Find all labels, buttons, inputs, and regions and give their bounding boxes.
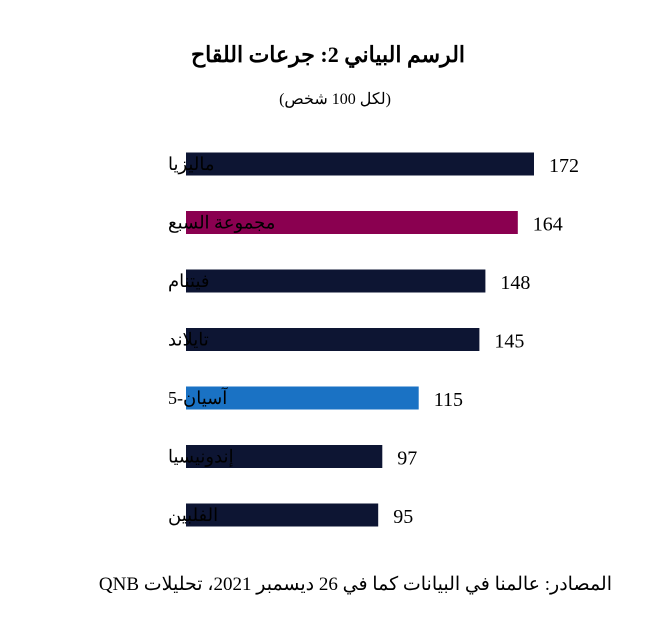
category-label: ماليزيا xyxy=(168,154,214,175)
chart-title: الرسم البياني 2: جرعات اللقاح xyxy=(191,42,465,68)
bar xyxy=(186,269,486,293)
bars-group: ماليزيا 172 مجموعة السبع 164 فيتنام 148 تايلان… xyxy=(168,152,579,528)
category-label: الفلبين xyxy=(168,505,218,526)
category-label: مجموعة السبع xyxy=(168,213,275,234)
bar xyxy=(186,386,419,410)
category-label: آسيان-5 xyxy=(168,387,228,408)
value-label: 164 xyxy=(533,214,563,236)
category-label: تايلاند xyxy=(168,330,209,350)
bar xyxy=(186,503,379,527)
bar xyxy=(186,445,383,468)
bar xyxy=(186,211,518,234)
value-label: 148 xyxy=(500,272,530,294)
value-label: 115 xyxy=(434,389,463,411)
bar xyxy=(186,328,480,351)
value-label: 95 xyxy=(393,506,413,528)
bar xyxy=(186,152,534,176)
chart-subtitle: (لكل 100 شخص) xyxy=(279,91,391,108)
category-label: فيتنام xyxy=(168,271,210,292)
value-label: 172 xyxy=(549,155,579,177)
category-label: إندونيسيا xyxy=(168,447,234,468)
value-label: 97 xyxy=(397,448,417,470)
value-label: 145 xyxy=(494,331,524,353)
chart-source: المصادر: عالمنا في البيانات كما في 26 دي… xyxy=(99,574,612,595)
